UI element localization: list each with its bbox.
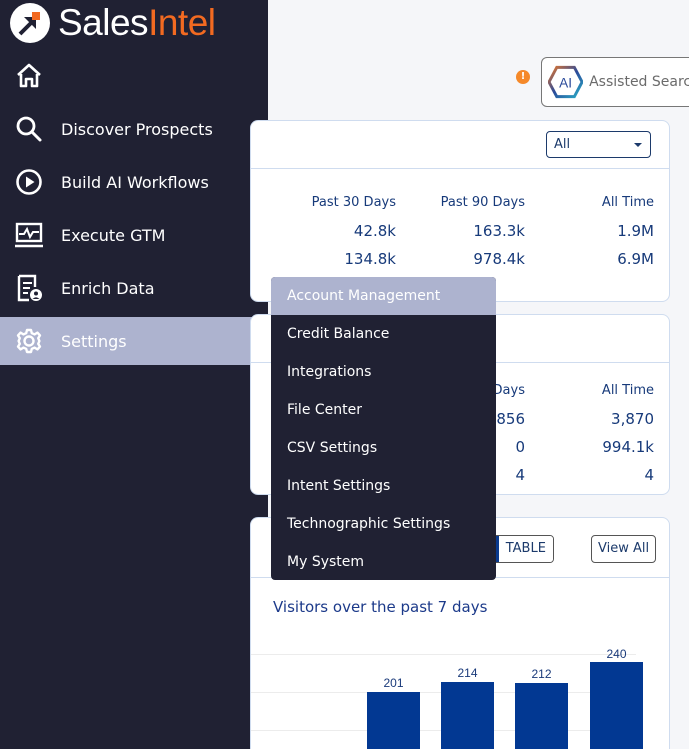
chevron-down-icon (634, 143, 642, 147)
sidebar-item-label: Settings (61, 331, 127, 351)
filter-select-value: All (554, 137, 571, 152)
bar-value-label: 212 (531, 667, 552, 681)
stat-value: 856 (496, 410, 525, 428)
stat-value: 4 (644, 466, 654, 484)
column-all-time: All Time 1.9M 6.9M (551, 193, 654, 277)
filter-select[interactable]: All (546, 131, 651, 158)
stat-value: 163.3k (473, 222, 525, 240)
bar-value-label: 240 (606, 647, 627, 661)
menu-item-technographic-settings[interactable]: Technographic Settings (287, 516, 451, 532)
column-header: Past 30 Days (311, 195, 396, 210)
logo-wordmark: SalesIntel (58, 2, 216, 43)
chart-bar[interactable] (590, 662, 643, 749)
column-all-time: All Time 3,870 994.1k 4 (551, 381, 654, 493)
stat-value: 3,870 (611, 410, 654, 428)
assisted-search-label: Assisted Search (589, 74, 689, 90)
sidebar: SalesIntel Discover Prospects Build AI W… (0, 0, 268, 749)
sidebar-item-label: Build AI Workflows (61, 172, 209, 192)
stat-value: 994.1k (602, 438, 654, 456)
column-header: All Time (601, 383, 654, 398)
sidebar-item-label: Enrich Data (61, 278, 155, 298)
column-past-90-days: Days 856 0 4 (419, 381, 525, 493)
column-past-30-days: Past 30 Days 42.8k 134.8k (291, 193, 396, 277)
table-toggle-button[interactable]: TABLE (498, 536, 553, 562)
stat-value: 1.9M (617, 222, 654, 240)
home-icon (17, 63, 41, 88)
menu-item-credit-balance[interactable]: Credit Balance (287, 326, 390, 342)
menu-item-csv-settings[interactable]: CSV Settings (287, 440, 378, 456)
document-user-icon (14, 273, 44, 303)
sidebar-item-label: Discover Prospects (61, 119, 213, 139)
view-all-button[interactable]: View All (591, 535, 657, 563)
stat-value: 0 (515, 438, 525, 456)
bar-value-label: 201 (383, 676, 404, 690)
play-circle-icon (14, 167, 44, 197)
sidebar-item-settings[interactable]: Settings (0, 317, 268, 365)
monitor-pulse-icon (14, 220, 44, 250)
menu-item-account-management[interactable]: Account Management (271, 277, 496, 315)
stat-value: 4 (515, 466, 525, 484)
alert-icon[interactable]: ! (516, 70, 530, 84)
settings-menu: Account Management Credit Balance Integr… (271, 277, 496, 580)
column-header: Days (492, 383, 525, 398)
chart-bar[interactable] (367, 692, 420, 749)
column-header: All Time (601, 195, 654, 210)
stat-value: 6.9M (617, 250, 654, 268)
column-past-90-days: Past 90 Days 163.3k 978.4k (419, 193, 525, 277)
stat-value: 42.8k (353, 222, 396, 240)
menu-item-file-center[interactable]: File Center (287, 402, 362, 418)
sidebar-item-enrich-data[interactable]: Enrich Data (0, 264, 268, 312)
ai-hexagon-icon: AI (548, 65, 584, 99)
sidebar-item-home[interactable] (14, 61, 44, 91)
salesintel-logo[interactable]: SalesIntel (10, 2, 216, 43)
menu-item-intent-settings[interactable]: Intent Settings (287, 478, 391, 494)
logo-arrow-icon (10, 3, 50, 43)
column-header: Past 90 Days (440, 195, 525, 210)
chart-bar[interactable] (441, 682, 494, 749)
svg-text:AI: AI (559, 75, 572, 90)
stat-value: 134.8k (344, 250, 396, 268)
card-header: All (251, 121, 669, 169)
menu-item-my-system[interactable]: My System (287, 554, 365, 570)
stat-value: 978.4k (473, 250, 525, 268)
stats-card-1: All Past 30 Days 42.8k 134.8k Past 90 Da… (250, 120, 670, 302)
chart-bar[interactable] (515, 683, 568, 749)
search-icon (14, 114, 44, 144)
assisted-search-button[interactable]: AI Assisted Search (541, 57, 689, 107)
menu-item-integrations[interactable]: Integrations (287, 364, 372, 380)
gear-icon (14, 326, 44, 356)
gridline (251, 654, 636, 655)
sidebar-item-discover-prospects[interactable]: Discover Prospects (0, 105, 268, 153)
sidebar-item-execute-gtm[interactable]: Execute GTM (0, 211, 268, 259)
sidebar-item-label: Execute GTM (61, 225, 166, 245)
bar-value-label: 214 (457, 666, 478, 680)
chart-title: Visitors over the past 7 days (273, 598, 488, 616)
sidebar-item-build-ai-workflows[interactable]: Build AI Workflows (0, 158, 268, 206)
